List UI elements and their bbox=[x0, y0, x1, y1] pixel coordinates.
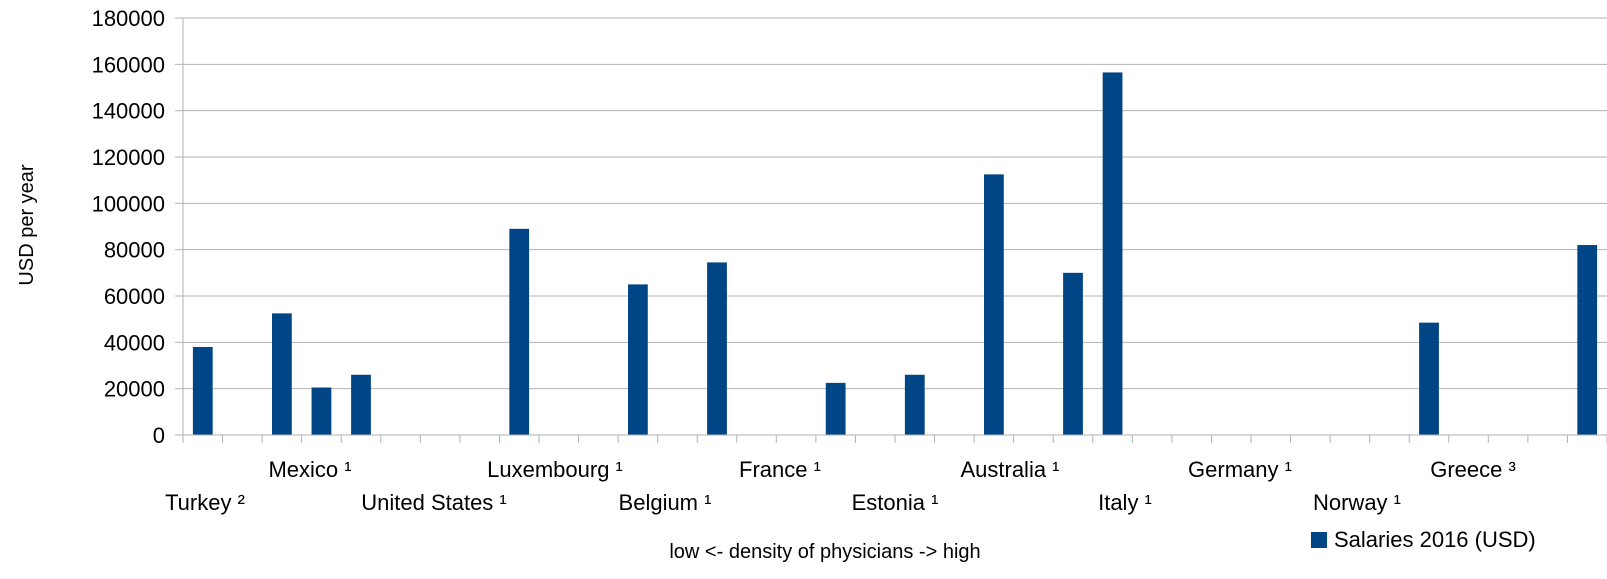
bar bbox=[1063, 272, 1083, 435]
x-axis-ticks: Turkey ² Mexico ¹ United States ¹ Luxembour… bbox=[165, 435, 1607, 515]
bar bbox=[984, 174, 1004, 435]
x-tick-label: Norway ¹ bbox=[1313, 490, 1401, 515]
bar bbox=[904, 374, 925, 435]
legend-label: Salaries 2016 (USD) bbox=[1334, 527, 1536, 552]
legend-swatch bbox=[1311, 532, 1327, 548]
x-tick-label: United States ¹ bbox=[361, 490, 507, 515]
bar bbox=[707, 262, 727, 435]
y-tick-label: 20000 bbox=[104, 377, 165, 402]
bar bbox=[1102, 72, 1123, 436]
legend: Salaries 2016 (USD) bbox=[1311, 527, 1536, 552]
y-tick-label: 180000 bbox=[92, 6, 165, 31]
y-tick-label: 0 bbox=[153, 423, 165, 448]
x-tick-label: Estonia ¹ bbox=[852, 490, 939, 515]
bar bbox=[192, 346, 213, 435]
y-tick-label: 40000 bbox=[104, 330, 165, 355]
x-tick-label: Luxembourg ¹ bbox=[487, 457, 623, 482]
x-tick-label: Turkey ² bbox=[165, 490, 245, 515]
y-tick-label: 100000 bbox=[92, 191, 165, 216]
bar bbox=[1577, 245, 1598, 435]
x-tick-label: Belgium ¹ bbox=[619, 490, 712, 515]
bar bbox=[509, 228, 530, 435]
axes bbox=[182, 18, 1607, 436]
x-tick-label: Italy ¹ bbox=[1098, 490, 1152, 515]
y-axis-ticks: 0 20000 40000 60000 80000 100000 120000 140000 1… bbox=[92, 6, 183, 448]
y-axis-label: USD per year bbox=[16, 164, 38, 285]
y-tick-label: 120000 bbox=[92, 145, 165, 170]
y-tick-label: 140000 bbox=[92, 99, 165, 124]
gridlines bbox=[183, 17, 1607, 390]
bar bbox=[628, 284, 648, 435]
x-axis-label: low <- density of physicians -> high bbox=[669, 541, 980, 563]
x-tick-label: Germany ¹ bbox=[1188, 457, 1292, 482]
x-tick-label: France ¹ bbox=[739, 457, 821, 482]
x-tick-label: Australia ¹ bbox=[960, 457, 1059, 482]
bars bbox=[192, 72, 1598, 436]
y-tick-label: 80000 bbox=[104, 238, 165, 263]
bar bbox=[1419, 322, 1439, 435]
y-tick-label: 60000 bbox=[104, 284, 165, 309]
bar bbox=[311, 387, 332, 435]
y-tick-label: 160000 bbox=[92, 52, 165, 77]
bar bbox=[272, 313, 292, 435]
x-tick-label: Greece ³ bbox=[1430, 457, 1516, 482]
bar bbox=[825, 382, 846, 435]
bar bbox=[351, 374, 371, 435]
x-tick-label: Mexico ¹ bbox=[268, 457, 351, 482]
